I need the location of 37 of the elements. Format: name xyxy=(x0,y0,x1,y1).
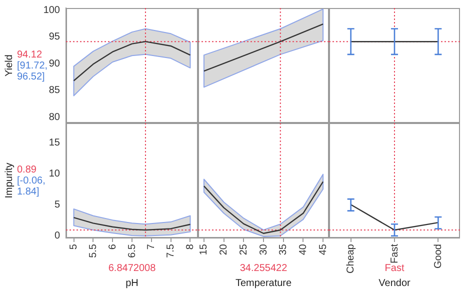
y-tick-label: 90 xyxy=(48,58,60,70)
x-axis-title: Temperature xyxy=(235,278,292,289)
x-tick-label: 15 xyxy=(198,244,210,256)
x-tick-label: 40 xyxy=(298,244,309,256)
x-tick-label: 25 xyxy=(238,244,250,256)
x-tick-label: 7.5 xyxy=(166,244,177,258)
x-tick-label: 7 xyxy=(146,244,158,250)
y-tick-label: 0 xyxy=(54,230,60,242)
x-axis-title: pH xyxy=(126,278,138,289)
x-tick-label: Good xyxy=(432,244,444,268)
y-tick-label: 95 xyxy=(48,32,60,43)
x-tick-label: Cheap xyxy=(346,244,357,274)
y-tick-label: 100 xyxy=(43,4,60,16)
x-tick-label: 6.5 xyxy=(126,244,138,258)
ref-line-label: 34.255422 xyxy=(240,262,288,274)
y-tick-label: 85 xyxy=(48,85,60,96)
y-tick-label: 15 xyxy=(48,138,60,149)
ref-line-label: 0.89 xyxy=(17,164,37,176)
x-tick-label: 45 xyxy=(318,244,329,256)
x-tick-label: 30 xyxy=(258,244,270,256)
x-tick-label: Fast xyxy=(389,244,400,264)
y-axis-title: Impurity xyxy=(4,162,15,198)
x-axis-title: Vendor xyxy=(378,278,412,289)
x-tick-label: 35 xyxy=(278,244,290,256)
ref-line-label: 94.12 xyxy=(17,49,42,60)
y-tick-label: 80 xyxy=(48,112,60,123)
text: [91.72, 96.52] xyxy=(17,60,48,82)
y-tick-label: 10 xyxy=(48,168,60,180)
x-tick-label: 20 xyxy=(218,244,230,256)
y-axis-title: Yield xyxy=(4,54,15,76)
x-tick-label: 6 xyxy=(107,244,118,250)
x-tick-label: 5.5 xyxy=(88,244,99,258)
y-tick-label: 5 xyxy=(54,199,60,210)
x-tick-label: 5 xyxy=(68,244,80,250)
ref-line-label: 6.8472008 xyxy=(108,262,156,274)
text: [-0.06, 1.84] xyxy=(17,175,46,198)
x-tick-label: 8 xyxy=(184,244,196,250)
